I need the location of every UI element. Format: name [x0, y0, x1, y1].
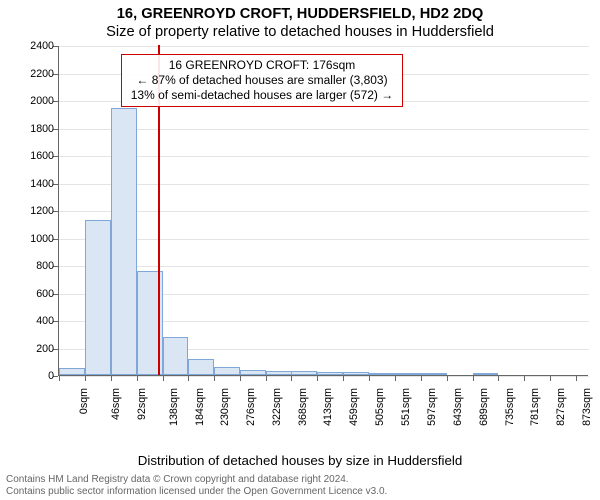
annotation-line3: 13% of semi-detached houses are larger (… [128, 88, 396, 103]
x-tick-label: 735sqm [503, 388, 515, 426]
x-tick-label: 368sqm [297, 388, 309, 426]
histogram-bar [317, 372, 343, 375]
histogram-bar [421, 373, 447, 375]
histogram-bar [343, 372, 369, 375]
y-tick-label: 1800 [30, 123, 54, 135]
annotation-callout: 16 GREENROYD CROFT: 176sqm ← 87% of deta… [121, 54, 403, 107]
x-tick-label: 873sqm [581, 388, 593, 426]
histogram-bar [59, 368, 85, 375]
histogram-bar [85, 220, 111, 375]
x-tick [447, 375, 448, 381]
x-tick [395, 375, 396, 381]
histogram-bar [163, 337, 189, 376]
x-tick [498, 375, 499, 381]
x-tick-label: 597sqm [426, 388, 438, 426]
chart-title-address: 16, GREENROYD CROFT, HUDDERSFIELD, HD2 2… [0, 6, 600, 22]
annotation-line2: ← 87% of detached houses are smaller (3,… [128, 73, 396, 88]
histogram-bar [188, 359, 214, 376]
x-tick [188, 375, 189, 381]
x-tick-label: 459sqm [348, 388, 360, 426]
x-tick-label: 230sqm [219, 388, 231, 426]
x-tick-label: 643sqm [452, 388, 464, 426]
x-tick [291, 375, 292, 381]
y-tick-label: 600 [36, 288, 54, 300]
footnote-line1: Contains HM Land Registry data © Crown c… [6, 474, 387, 486]
x-tick-label: 184sqm [193, 388, 205, 426]
y-tick-label: 1600 [30, 150, 54, 162]
y-tick-label: 800 [36, 260, 54, 272]
x-tick [317, 375, 318, 381]
y-tick-label: 2000 [30, 95, 54, 107]
plot-area: 16 GREENROYD CROFT: 176sqm ← 87% of deta… [58, 46, 588, 376]
y-tick-label: 200 [36, 343, 54, 355]
x-tick-label: 413sqm [322, 388, 334, 426]
y-tick-label: 400 [36, 315, 54, 327]
x-tick-label: 505sqm [374, 388, 386, 426]
x-tick-label: 781sqm [529, 388, 541, 426]
x-tick [266, 375, 267, 381]
x-tick-label: 276sqm [245, 388, 257, 426]
x-tick [137, 375, 138, 381]
histogram-chart: 16 GREENROYD CROFT: 176sqm ← 87% of deta… [58, 46, 588, 412]
x-tick-label: 138sqm [168, 388, 180, 426]
x-tick [524, 375, 525, 381]
histogram-bar [369, 373, 395, 375]
x-tick [369, 375, 370, 381]
annotation-line1: 16 GREENROYD CROFT: 176sqm [128, 58, 396, 73]
x-tick [85, 375, 86, 381]
histogram-bar [473, 373, 499, 375]
y-tick-label: 1000 [30, 233, 54, 245]
x-tick-label: 551sqm [400, 388, 412, 426]
chart-subtitle: Size of property relative to detached ho… [0, 24, 600, 40]
histogram-bar [214, 367, 240, 375]
x-tick-label: 92sqm [136, 388, 148, 420]
x-tick-label: 0sqm [78, 388, 90, 414]
y-tick-label: 1200 [30, 205, 54, 217]
x-tick [473, 375, 474, 381]
histogram-bar [266, 371, 292, 375]
histogram-bar [291, 371, 317, 375]
x-tick [421, 375, 422, 381]
y-tick-label: 1400 [30, 178, 54, 190]
x-tick-label: 827sqm [555, 388, 567, 426]
x-tick [163, 375, 164, 381]
footnote: Contains HM Land Registry data © Crown c… [6, 474, 387, 498]
x-tick-label: 46sqm [110, 388, 122, 420]
x-tick [343, 375, 344, 381]
x-tick [550, 375, 551, 381]
x-tick [240, 375, 241, 381]
x-tick [111, 375, 112, 381]
histogram-bar [240, 370, 266, 376]
chart-container: { "title_line1": "16, GREENROYD CROFT, H… [0, 0, 600, 500]
x-tick [576, 375, 577, 381]
y-tick-label: 0 [48, 370, 54, 382]
x-tick [59, 375, 60, 381]
footnote-line2: Contains public sector information licen… [6, 486, 387, 498]
gridline [59, 376, 589, 377]
histogram-bar [395, 373, 421, 375]
x-tick-label: 322sqm [271, 388, 283, 426]
y-tick-label: 2400 [30, 40, 54, 52]
histogram-bar [111, 108, 137, 375]
x-tick-label: 689sqm [478, 388, 490, 426]
x-tick [214, 375, 215, 381]
x-axis-label: Distribution of detached houses by size … [0, 453, 600, 468]
y-tick-label: 2200 [30, 68, 54, 80]
